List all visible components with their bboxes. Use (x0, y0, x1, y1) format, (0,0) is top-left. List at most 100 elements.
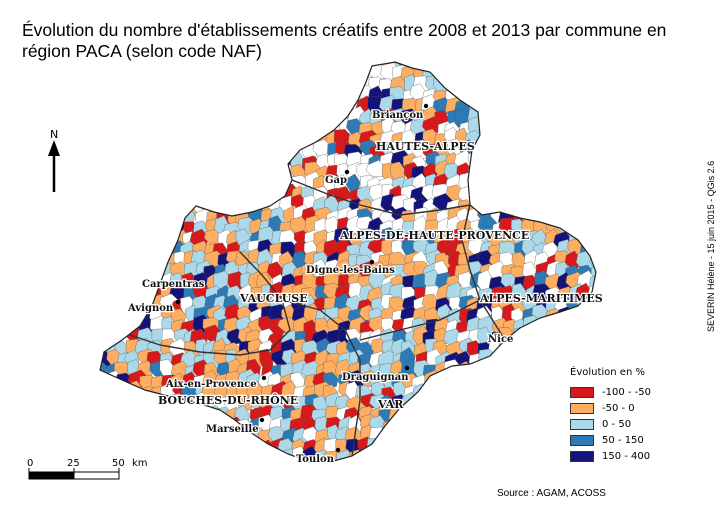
municipality-polygon (100, 107, 114, 125)
municipality-polygon (127, 251, 142, 273)
municipality-polygon (180, 149, 197, 170)
municipality-polygon (205, 110, 224, 126)
municipality-polygon (100, 216, 114, 239)
municipality-polygon (535, 317, 552, 335)
municipality-polygon (500, 451, 519, 462)
legend: Évolution en % -100 - -50 -50 - 0 0 - 50… (570, 367, 700, 464)
municipality-polygon (139, 120, 158, 141)
municipality-polygon (257, 97, 275, 116)
municipality-polygon (347, 458, 367, 462)
municipality-polygon (587, 153, 596, 176)
municipality-polygon (468, 449, 484, 462)
municipality-polygon (214, 129, 230, 150)
municipality-polygon (511, 350, 528, 369)
municipality-polygon (103, 415, 119, 434)
municipality-polygon (100, 291, 114, 312)
municipality-polygon (169, 407, 189, 427)
municipality-polygon (590, 342, 596, 361)
municipality-polygon (508, 412, 528, 435)
municipality-polygon (126, 161, 142, 183)
municipality-polygon (102, 192, 120, 215)
municipality-polygon (113, 405, 129, 426)
municipality-polygon (126, 86, 142, 105)
municipality-polygon (532, 161, 554, 179)
municipality-polygon (101, 163, 120, 180)
municipality-polygon (522, 121, 541, 141)
municipality-polygon (479, 134, 497, 153)
municipality-polygon (543, 339, 562, 360)
municipality-polygon (149, 89, 168, 108)
legend-label: 50 - 150 (602, 434, 644, 446)
municipality-polygon (150, 161, 170, 185)
municipality-polygon (205, 171, 224, 193)
city-label-toulon: Toulon (296, 454, 335, 465)
municipality-polygon (523, 131, 542, 154)
department-label-hautes-alpes: HAUTES-ALPES (376, 140, 475, 153)
municipality-polygon (531, 362, 548, 382)
municipality-polygon (100, 327, 110, 345)
municipality-polygon (568, 307, 590, 329)
scale-bar (28, 468, 120, 480)
municipality-polygon (569, 65, 584, 86)
municipality-polygon (235, 435, 256, 453)
municipality-polygon (333, 75, 353, 95)
municipality-polygon (334, 458, 350, 462)
municipality-polygon (116, 250, 133, 268)
municipality-polygon (534, 62, 550, 77)
municipality-polygon (443, 407, 464, 426)
municipality-polygon (104, 251, 121, 272)
municipality-polygon (148, 172, 169, 190)
city-label-marseille: Marseille (206, 424, 259, 435)
municipality-polygon (514, 76, 531, 94)
municipality-polygon (449, 62, 464, 72)
municipality-polygon (490, 108, 511, 126)
municipality-polygon (250, 460, 267, 462)
municipality-polygon (446, 63, 462, 82)
municipality-polygon (228, 151, 244, 170)
municipality-polygon (223, 129, 241, 148)
municipality-polygon (488, 154, 509, 175)
municipality-polygon (503, 196, 518, 212)
municipality-polygon (293, 130, 312, 147)
municipality-polygon (459, 64, 475, 84)
municipality-polygon (169, 120, 188, 138)
municipality-polygon (247, 106, 264, 124)
municipality-polygon (193, 74, 214, 93)
municipality-polygon (558, 89, 577, 105)
municipality-polygon (106, 173, 121, 194)
municipality-polygon (413, 463, 431, 483)
municipality-polygon (128, 120, 150, 139)
municipality-polygon (149, 62, 166, 72)
municipality-polygon (533, 395, 550, 419)
municipality-polygon (100, 386, 112, 408)
department-label-vaucluse: VAUCLUSE (239, 292, 308, 305)
municipality-polygon (194, 64, 214, 84)
municipality-polygon (566, 330, 586, 349)
municipality-polygon (455, 385, 476, 408)
municipality-polygon (325, 97, 342, 118)
municipality-polygon (106, 316, 123, 335)
municipality-polygon (348, 62, 366, 80)
municipality-polygon (424, 369, 443, 394)
municipality-polygon (564, 84, 582, 101)
municipality-polygon (246, 82, 262, 104)
municipality-polygon (157, 74, 177, 95)
municipality-polygon (510, 109, 526, 130)
municipality-polygon (591, 319, 596, 335)
municipality-polygon (411, 425, 428, 442)
municipality-polygon (445, 430, 461, 451)
municipality-polygon (172, 463, 187, 479)
municipality-polygon (190, 83, 212, 104)
municipality-polygon (135, 419, 154, 441)
city-point-draguignan (404, 365, 410, 371)
municipality-polygon (135, 395, 156, 417)
municipality-polygon (501, 97, 520, 120)
municipality-polygon (168, 434, 185, 457)
city-point-digne (369, 259, 375, 265)
municipality-polygon (555, 154, 570, 173)
municipality-polygon (304, 117, 323, 134)
municipality-polygon (100, 240, 113, 260)
municipality-polygon (246, 62, 264, 76)
municipality-polygon (228, 165, 247, 185)
municipality-polygon (513, 369, 530, 388)
